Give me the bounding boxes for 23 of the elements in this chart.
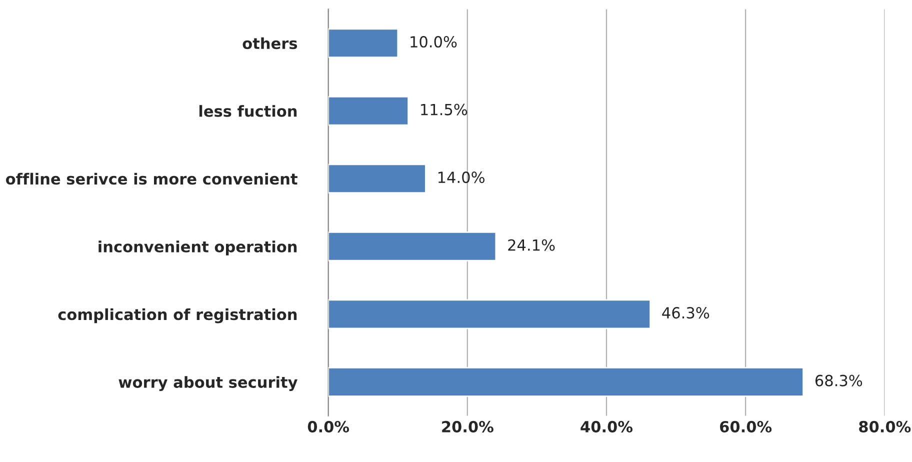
y-tick-label: offline serivce is more convenient <box>6 172 298 185</box>
x-tick-label: 40.0% <box>580 420 632 432</box>
x-tick-label: 20.0% <box>442 420 494 432</box>
data-label: 14.0% <box>438 172 484 184</box>
data-label: 11.5% <box>421 104 468 116</box>
x-tick-label: 60.0% <box>720 420 772 432</box>
x-tick-label: 0.0% <box>308 420 350 432</box>
y-tick-label: complication of registration <box>58 308 297 324</box>
y-tick-label: less fuction <box>199 105 297 117</box>
bar <box>328 164 426 194</box>
data-label: 24.1% <box>508 239 555 251</box>
data-label: 46.3% <box>662 307 710 319</box>
x-tick-label: 80.0% <box>859 420 911 432</box>
bar <box>328 231 497 262</box>
bar <box>328 96 409 126</box>
bar <box>328 28 399 58</box>
y-tick-label: others <box>242 37 298 50</box>
data-label: 68.3% <box>815 374 862 386</box>
y-tick-label: worry about security <box>118 376 298 392</box>
bar <box>328 366 804 397</box>
bar <box>328 299 651 330</box>
data-label: 10.0% <box>410 36 457 48</box>
y-tick-label: inconvenient operation <box>98 240 297 256</box>
